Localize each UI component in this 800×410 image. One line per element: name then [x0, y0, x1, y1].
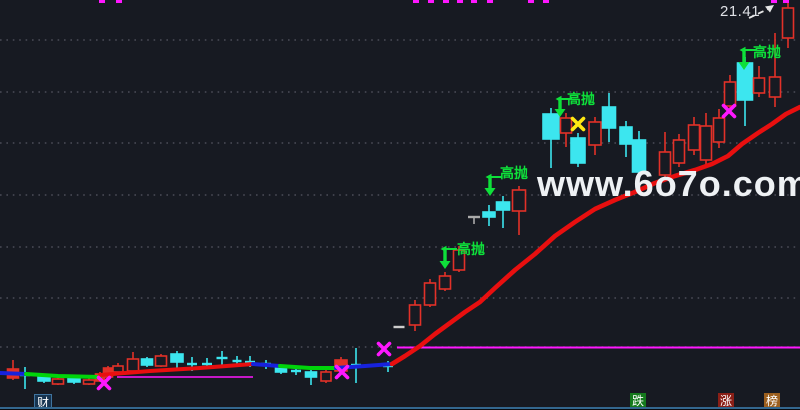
candle-body [699, 125, 713, 161]
candle-body [781, 7, 795, 39]
sell-high-label: 高抛 [457, 241, 485, 257]
candle-body [320, 371, 332, 382]
ma-line [389, 104, 800, 367]
candle-body [67, 377, 81, 383]
top-edge-tick [428, 0, 434, 3]
top-edge-tick [457, 0, 463, 3]
candle-body [631, 139, 647, 173]
trend-ribbon [251, 362, 282, 368]
sell-arrow-head [439, 261, 451, 269]
candle-body [438, 275, 452, 290]
candle-body [452, 249, 466, 271]
candle-body [304, 371, 318, 378]
sell-high-label: 高抛 [500, 165, 528, 181]
candle-body [511, 189, 527, 212]
candle-body [423, 282, 437, 306]
candle-body [752, 77, 766, 94]
top-edge-tick [543, 0, 549, 3]
candle-body [723, 81, 737, 107]
candle-body [601, 106, 617, 129]
candle-body [559, 117, 573, 134]
candle-body [687, 124, 701, 151]
top-edge-tick [471, 0, 477, 3]
candle-body [736, 62, 754, 101]
taskbar-item-die[interactable]: 跌 [630, 393, 647, 410]
candle-body [408, 304, 422, 326]
taskbar-item-zhang[interactable]: 涨 [718, 393, 735, 410]
candle-body [588, 121, 602, 146]
candle-body [154, 355, 168, 367]
sell-arrow-head [738, 62, 750, 70]
x-mark [376, 341, 392, 357]
top-edge-tick [99, 0, 105, 3]
trend-ribbon [278, 364, 338, 370]
candle-body [274, 367, 288, 373]
price-label: 21.41 [720, 3, 761, 20]
candle-body [126, 358, 140, 372]
price-pointer-arrow [748, 8, 769, 19]
trend-ribbon [24, 372, 102, 379]
candle-body [482, 211, 496, 218]
top-edge-tick [771, 0, 777, 3]
candle-body [112, 365, 124, 373]
top-edge-tick [443, 0, 449, 3]
x-mark [96, 375, 112, 391]
top-edge-tick [487, 0, 493, 3]
x-mark [570, 116, 586, 132]
candle-body [658, 151, 672, 176]
candle-body [140, 358, 154, 366]
candle-body [768, 76, 782, 98]
price-pointer-arrowhead [765, 5, 774, 13]
trend-ribbon [98, 362, 255, 377]
sell-high-label: 高抛 [753, 44, 781, 60]
candle-body [712, 117, 726, 143]
taskbar-top-border [0, 407, 800, 409]
candle-body [51, 378, 65, 385]
top-edge-tick [528, 0, 534, 3]
taskbar-item-bang[interactable]: 榜 [764, 393, 781, 410]
trend-ribbon [0, 371, 28, 376]
candle-body [82, 379, 96, 385]
candle-body [495, 201, 511, 211]
top-edge-tick [116, 0, 122, 3]
x-mark [334, 364, 350, 380]
candle-body [170, 353, 184, 363]
top-edge-tick [783, 0, 789, 3]
x-mark [721, 103, 737, 119]
sell-arrow-head [484, 188, 496, 196]
top-edge-tick [413, 0, 419, 3]
candle-body [542, 113, 560, 140]
sell-high-label: 高抛 [567, 91, 595, 107]
candle-body [619, 126, 633, 145]
sell-arrow-head [554, 109, 566, 117]
candle-body [672, 139, 686, 164]
candle-body [570, 137, 586, 164]
taskbar-item-cai[interactable]: 财 [34, 394, 53, 410]
